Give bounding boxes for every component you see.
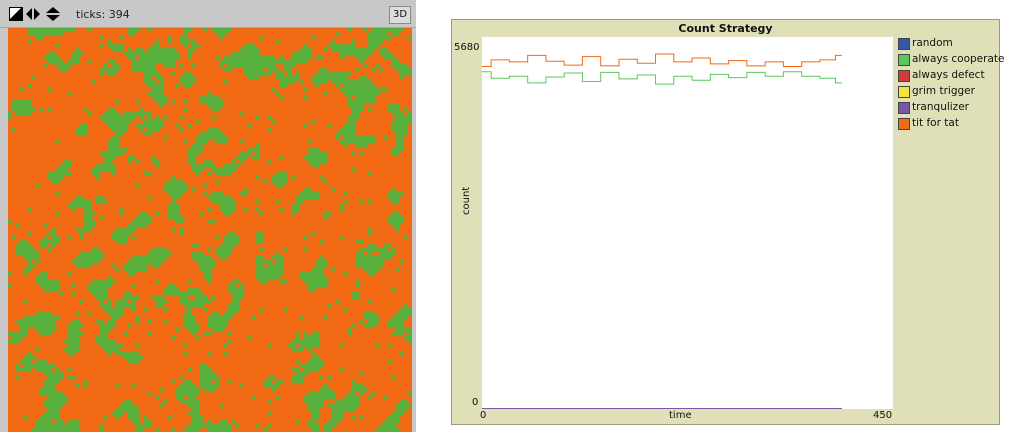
horizontal-arrows-icon[interactable] bbox=[26, 7, 40, 21]
x-axis-label: time bbox=[669, 410, 692, 421]
legend-swatch bbox=[898, 38, 910, 50]
world-view: ticks: 394 3D bbox=[0, 0, 416, 432]
world-toolbar: ticks: 394 3D bbox=[0, 0, 416, 28]
y-min-tick-label: 0 bbox=[472, 397, 479, 408]
plot-area[interactable] bbox=[482, 37, 893, 409]
legend-label: grim trigger bbox=[912, 85, 975, 97]
legend-swatch bbox=[898, 118, 910, 130]
plot-svg bbox=[482, 53, 842, 409]
legend-label: random bbox=[912, 37, 953, 49]
3d-view-button[interactable]: 3D bbox=[389, 6, 411, 24]
series-line-always-cooperate bbox=[482, 71, 842, 85]
patch-canvas[interactable] bbox=[8, 28, 412, 432]
x-max-tick-label: 450 bbox=[873, 410, 893, 421]
vertical-arrows-icon[interactable] bbox=[46, 7, 60, 21]
legend-swatch bbox=[898, 102, 910, 114]
legend-swatch bbox=[898, 54, 910, 66]
plot-title: Count Strategy bbox=[678, 22, 773, 35]
y-axis-label: count bbox=[461, 186, 472, 215]
ticks-counter: ticks: 394 bbox=[76, 8, 130, 21]
y-max-tick-label: 5680 bbox=[454, 42, 480, 53]
legend-label: tranqulizer bbox=[912, 101, 969, 113]
series-line-tit-for-tat bbox=[482, 53, 842, 67]
legend-label: tit for tat bbox=[912, 117, 959, 129]
legend-swatch bbox=[898, 86, 910, 98]
plot-widget: Count Strategy 5680 0 0 450 time count r… bbox=[451, 19, 1004, 425]
legend-label: always cooperate bbox=[912, 53, 1005, 65]
legend-swatch bbox=[898, 70, 910, 82]
view-mode-icon[interactable] bbox=[9, 7, 23, 21]
world-grid[interactable] bbox=[8, 28, 412, 432]
legend-label: always defect bbox=[912, 69, 985, 81]
x-min-tick-label: 0 bbox=[480, 410, 487, 421]
